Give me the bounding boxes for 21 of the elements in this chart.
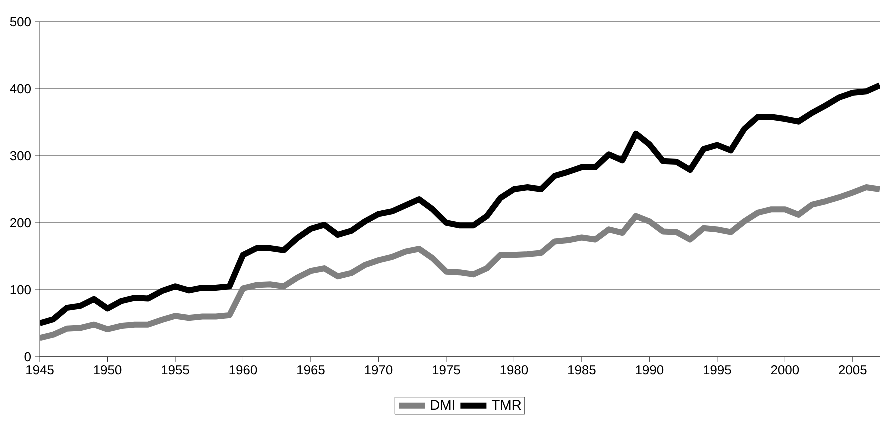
y-tick-label: 0 xyxy=(24,352,31,362)
x-tick-label: 2005 xyxy=(839,366,867,375)
x-tick-label: 1960 xyxy=(230,366,258,375)
x-tick-label: 1980 xyxy=(500,366,528,375)
y-tick-label: 500 xyxy=(10,17,31,27)
x-tick-label: 1975 xyxy=(433,366,460,375)
x-tick-label: 2000 xyxy=(771,366,800,375)
x-tick-label: 1970 xyxy=(365,366,393,375)
y-tick-label: 100 xyxy=(10,285,31,295)
legend-label: TMR xyxy=(492,400,522,410)
x-tick-label: 1965 xyxy=(298,366,325,375)
x-tick-label: 1995 xyxy=(704,366,732,375)
x-tick-label: 1955 xyxy=(162,366,190,375)
y-tick-label: 200 xyxy=(10,218,31,228)
y-tick-label: 400 xyxy=(10,84,31,94)
x-tick-label: 1945 xyxy=(26,366,54,375)
legend-label: DMI xyxy=(431,400,454,410)
x-tick-label: 1990 xyxy=(636,366,664,375)
x-tick-label: 1950 xyxy=(94,366,122,375)
x-tick-label: 1985 xyxy=(568,366,596,375)
y-tick-label: 300 xyxy=(10,151,31,161)
